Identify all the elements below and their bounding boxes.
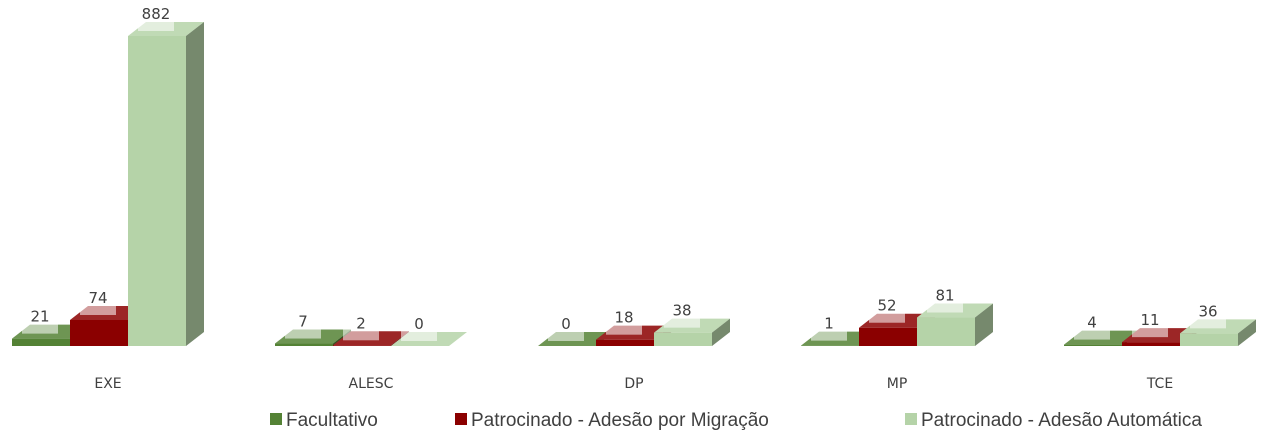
data-label: 21	[30, 308, 49, 326]
bar-front	[275, 343, 333, 346]
bar-side	[186, 22, 204, 346]
data-label: 38	[672, 302, 691, 320]
bar-front	[654, 332, 712, 346]
label-box	[869, 310, 905, 323]
data-label: 7	[298, 313, 308, 331]
data-label: 52	[877, 297, 896, 315]
legend-swatch	[905, 413, 917, 425]
bar-side	[712, 318, 730, 346]
data-label: 0	[414, 315, 424, 333]
bar-front	[596, 339, 654, 346]
data-label: 11	[1140, 311, 1159, 329]
label-box	[1190, 316, 1226, 329]
x-tick-label: MP	[887, 376, 908, 392]
legend-label: Patrocinado - Adesão Automática	[921, 410, 1202, 431]
data-label: 74	[88, 289, 107, 307]
x-tick-label: TCE	[1146, 376, 1173, 392]
label-box	[1074, 327, 1110, 340]
bar-front	[859, 327, 917, 346]
label-box	[80, 302, 116, 315]
label-box	[927, 300, 963, 313]
label-box	[22, 321, 58, 334]
label-box	[401, 329, 437, 341]
bar-front	[128, 36, 186, 346]
data-label: 882	[142, 5, 171, 23]
label-box	[1132, 325, 1168, 338]
label-box	[343, 328, 379, 341]
data-label: 1	[824, 315, 834, 333]
x-tick-label: ALESC	[349, 376, 394, 392]
data-label: 81	[935, 287, 954, 305]
data-label: 2	[356, 314, 366, 332]
legend-label: Facultativo	[286, 410, 378, 431]
data-label: 18	[614, 309, 633, 327]
bar-side	[975, 303, 993, 346]
label-box	[811, 328, 847, 341]
legend-label: Patrocinado - Adesão por Migração	[471, 410, 769, 431]
bar-side	[1238, 319, 1256, 346]
data-label: 36	[1198, 302, 1217, 320]
label-box	[664, 315, 700, 328]
label-box	[606, 322, 642, 335]
legend-swatch	[270, 413, 282, 425]
label-box	[285, 326, 321, 339]
bar-front	[1064, 344, 1122, 346]
label-box	[138, 19, 174, 31]
bar-front	[12, 338, 70, 346]
bar-front	[70, 319, 128, 346]
data-label: 4	[1087, 314, 1097, 332]
bar-front	[333, 345, 391, 346]
label-box	[548, 329, 584, 341]
data-label: 0	[561, 315, 571, 333]
bar	[128, 22, 204, 346]
x-tick-label: EXE	[94, 376, 121, 392]
bar-front	[1122, 342, 1180, 346]
legend-swatch	[455, 413, 467, 425]
x-tick-label: DP	[624, 376, 643, 392]
bar-front	[1180, 333, 1238, 346]
bar-front	[917, 317, 975, 346]
